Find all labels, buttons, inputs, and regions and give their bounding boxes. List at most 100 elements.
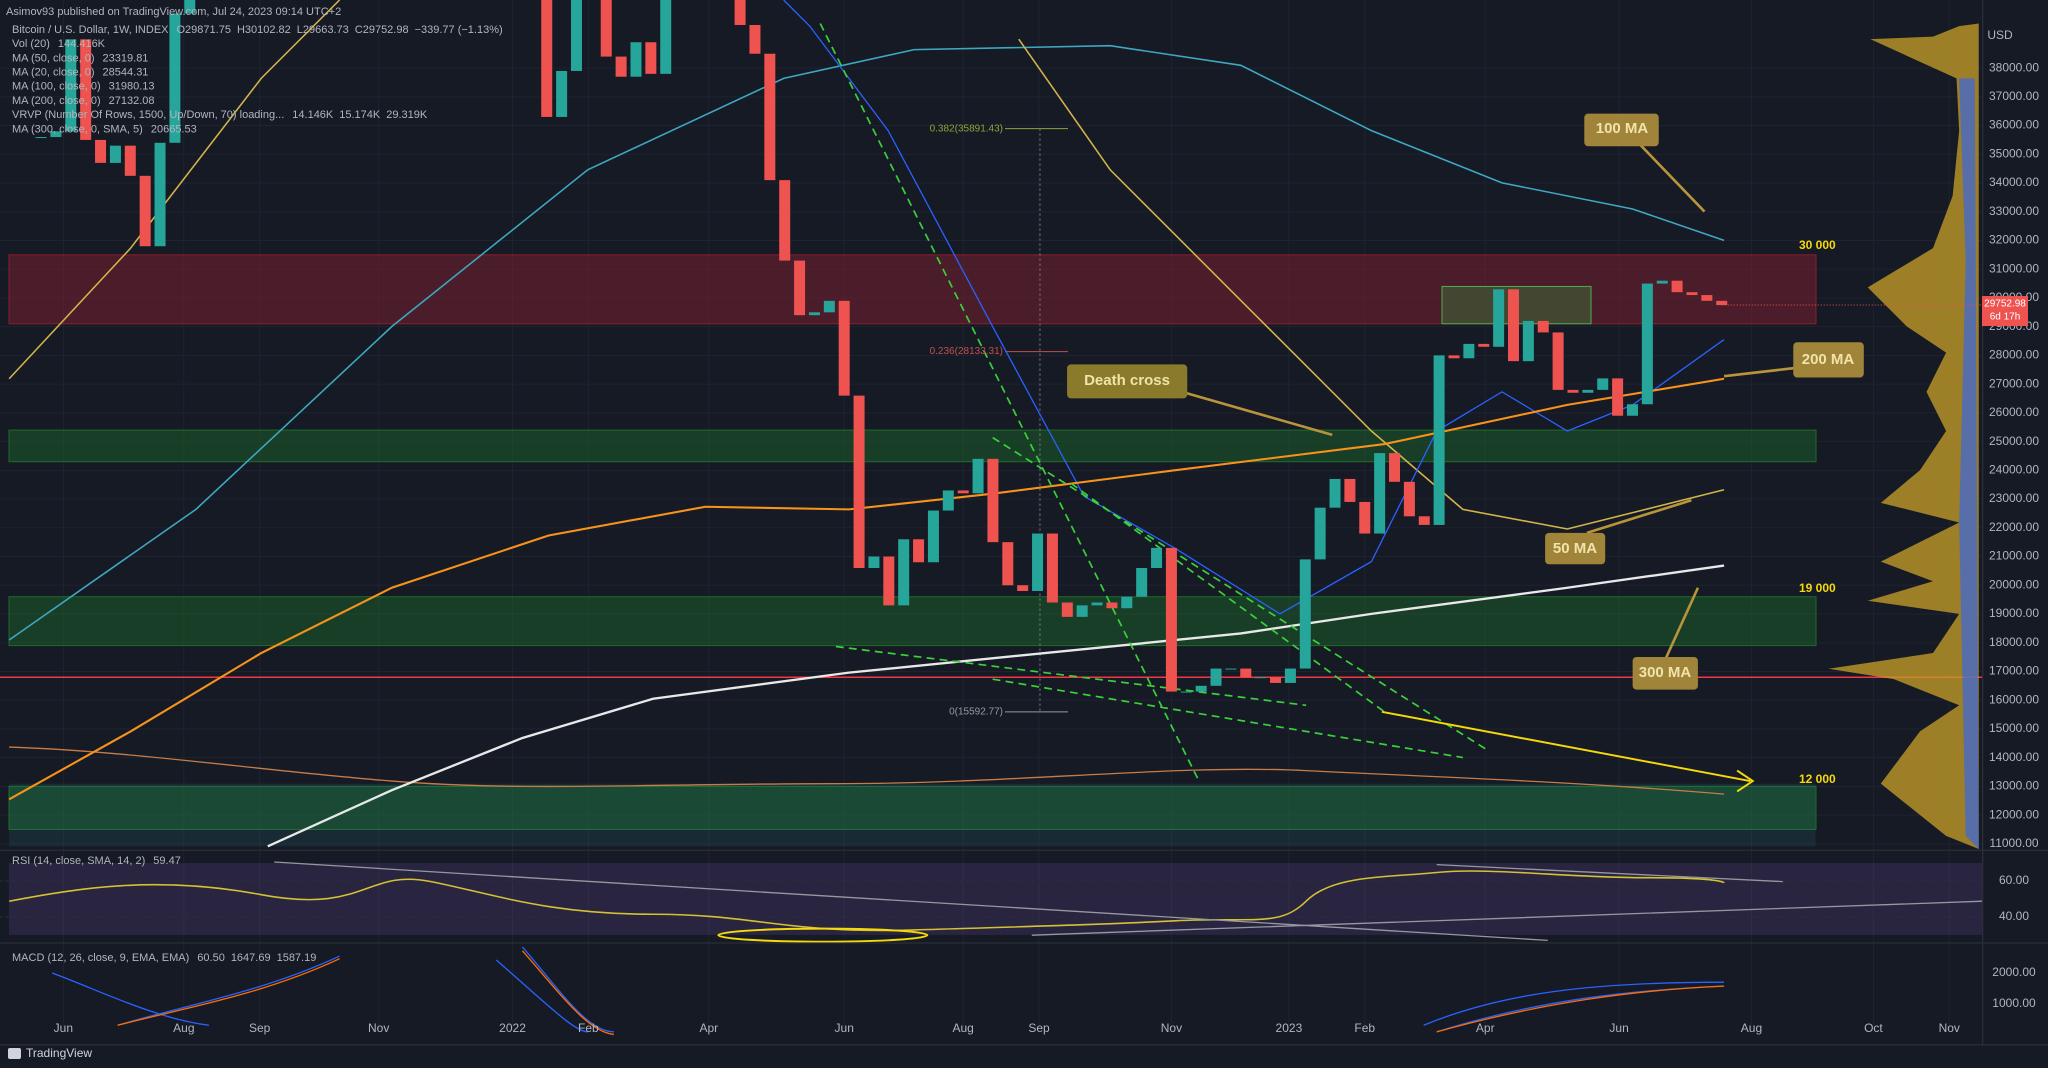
indicator-lines: [0, 0, 2048, 1046]
candle: [1240, 668, 1252, 678]
volume-ma: [9, 746, 1725, 795]
publisher: Asimov93 published on TradingView.com, J…: [6, 6, 341, 18]
candle: [65, 39, 77, 132]
candle: [1299, 559, 1311, 669]
x-tick-label: Nov: [1161, 1021, 1182, 1035]
rsi-line: [8, 870, 1725, 932]
candle: [927, 510, 939, 563]
ma-200: [8, 377, 1725, 801]
candle: [1433, 355, 1445, 525]
candle: [1165, 547, 1177, 692]
candle: [169, 13, 181, 143]
candle: [1329, 478, 1341, 508]
annotation: Death cross: [1084, 372, 1170, 389]
candle: [838, 300, 850, 396]
candle: [1671, 280, 1683, 293]
x-tick-label: Jun: [1609, 1021, 1628, 1035]
zone: [8, 785, 1817, 830]
zone: [8, 596, 1817, 647]
y-tick-label: 11000.00: [1989, 836, 2038, 850]
candle: [1046, 533, 1058, 603]
x-tick-label: Jun: [835, 1021, 854, 1035]
candle: [35, 137, 47, 139]
callout-box: [1584, 113, 1659, 147]
candle: [1478, 343, 1490, 347]
y-tick-label: 20000.00: [1989, 577, 2039, 591]
candle: [1626, 404, 1638, 416]
candle: [1270, 677, 1282, 683]
y-tick-label: 27000.00: [1989, 376, 2039, 390]
rsi-tick-label: 60.00: [1999, 873, 2029, 887]
legend-label: MA (300, close, 0, SMA, 5): [12, 123, 143, 135]
candle: [556, 70, 568, 117]
fib-label: 0.236(28133.31): [930, 346, 1003, 357]
y-tick-label: 22000.00: [1989, 520, 2039, 534]
y-tick-label: 19000.00: [1989, 606, 2039, 620]
candle: [154, 142, 166, 247]
last-price-tag: [1982, 296, 2028, 327]
candle: [1582, 389, 1594, 393]
rsi-title: RSI (14, close, SMA, 14, 2): [12, 855, 145, 867]
y-tick-label: 26000.00: [1989, 405, 2039, 419]
last-price: 29752.98: [1984, 299, 2026, 310]
legend-label: VRVP (Number Of Rows, 1500, Up/Down, 70)…: [12, 109, 284, 121]
candle: [1389, 453, 1401, 482]
legend-value: 144.416K: [58, 38, 106, 50]
annotation: 12 000: [1799, 772, 1836, 786]
candle: [823, 300, 835, 313]
y-tick-label: 25000.00: [1989, 434, 2039, 448]
candle: [1210, 668, 1222, 686]
legend-label: MA (100, close, 0): [12, 81, 101, 93]
candle: [808, 312, 820, 316]
legend-value: H30102.82: [237, 24, 291, 36]
candle: [1284, 668, 1296, 683]
candle: [1359, 501, 1371, 534]
candle: [50, 131, 62, 138]
candle: [615, 56, 627, 77]
legend-value: 31980.13: [109, 81, 155, 93]
candle: [1612, 378, 1624, 416]
volume-profile-blue: [1959, 78, 1979, 849]
x-tick-label: Nov: [368, 1021, 389, 1035]
legend-label: MA (200, close, 0): [12, 95, 101, 107]
candle: [1448, 355, 1460, 359]
y-tick-label: 33000.00: [1989, 204, 2039, 218]
x-tick-label: Aug: [953, 1021, 974, 1035]
legend-label: MA (20, close, 0): [12, 67, 95, 79]
legend-label: Bitcoin / U.S. Dollar, 1W, INDEX: [12, 24, 169, 36]
candle: [1225, 668, 1237, 670]
candle: [1463, 343, 1475, 359]
macd-value: 60.50: [197, 952, 225, 964]
candle: [630, 42, 642, 77]
countdown: 6d 17h: [1990, 312, 2021, 323]
candle: [1344, 478, 1356, 502]
legend-value: 14.146K: [292, 109, 334, 121]
candle: [913, 539, 925, 563]
candle: [794, 260, 806, 316]
x-tick-label: Sep: [249, 1021, 271, 1035]
y-tick-label: 37000.00: [1989, 89, 2039, 103]
callout-box: [1793, 342, 1864, 378]
fib-label: 0(15592.77): [949, 707, 1003, 718]
candle: [1106, 602, 1118, 609]
candle: [1701, 295, 1713, 301]
y-tick-label: 23000.00: [1989, 491, 2039, 505]
candle: [883, 556, 895, 606]
candle: [1716, 300, 1728, 306]
x-tick-label: Aug: [173, 1021, 194, 1035]
annotation: 300 MA: [1639, 664, 1692, 681]
volume-pane: [9, 783, 1816, 847]
candle: [541, 0, 553, 117]
candles: [35, 0, 1728, 693]
y-tick-label: 14000.00: [1989, 750, 2039, 764]
y-tick-label: 36000.00: [1989, 118, 2039, 132]
y-tick-label: 31000.00: [1989, 261, 2039, 275]
candle: [1076, 605, 1088, 617]
ma-100: [8, 44, 1725, 641]
legend-value: 23319.81: [103, 52, 149, 64]
x-tick-label: 2022: [499, 1021, 526, 1035]
rsi-trendlines: [274, 861, 1983, 942]
candle: [1552, 332, 1564, 390]
y-tick-label: 17000.00: [1989, 664, 2039, 678]
